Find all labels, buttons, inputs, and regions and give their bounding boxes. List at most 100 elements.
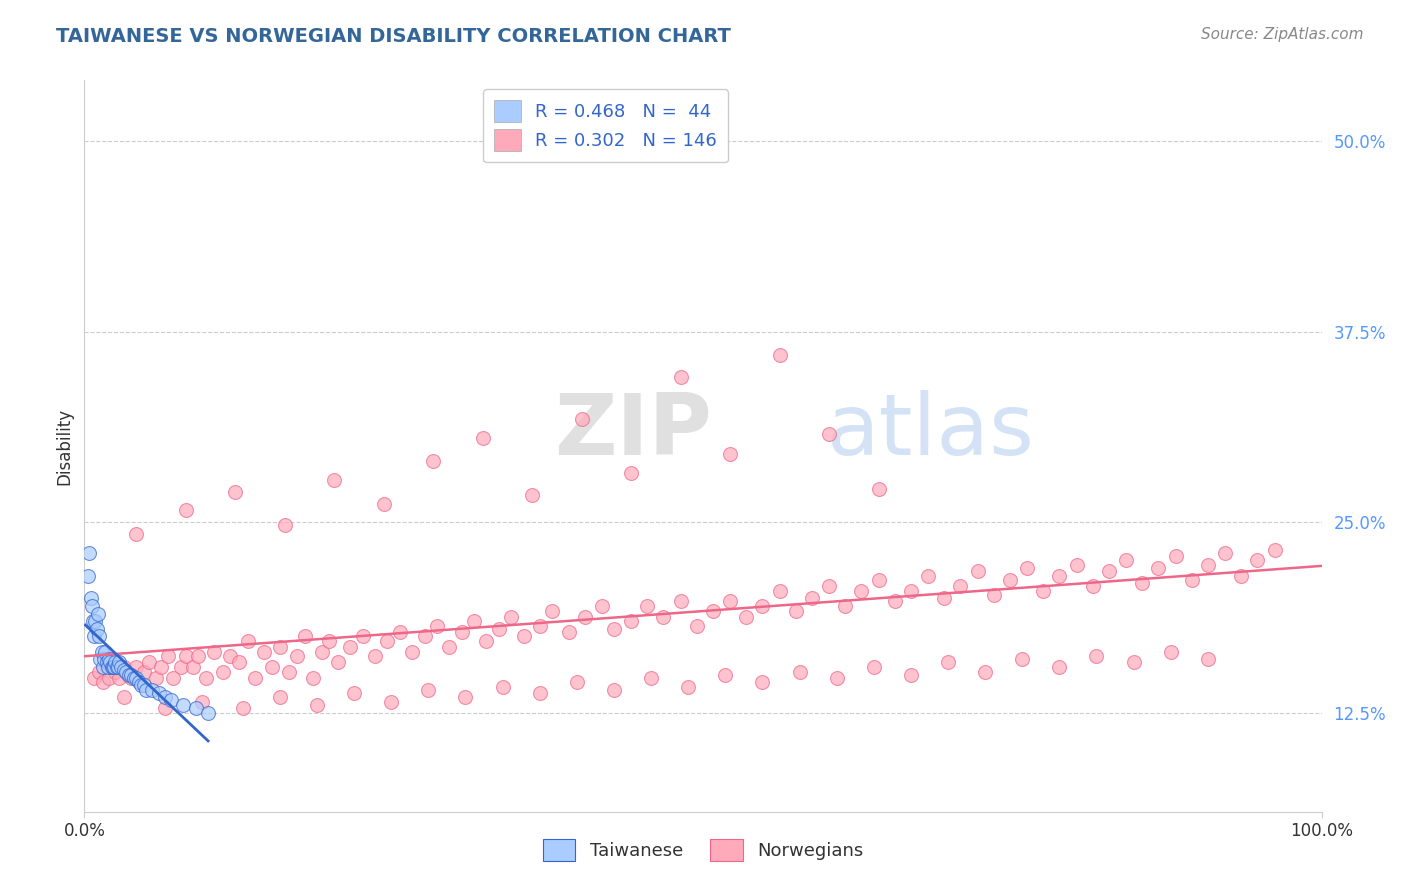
Point [789,665,811,679]
Point [83,671,105,685]
Point [488,622,510,636]
Point [883,594,905,608]
Point [603,622,626,636]
Point [422,454,444,468]
Point [900,583,922,598]
Point [998,573,1021,587]
Point [172,698,194,712]
Point [529,686,551,700]
Point [620,467,643,481]
Point [184,701,207,715]
Point [100,660,122,674]
Point [1246,553,1268,567]
Point [751,599,773,613]
Point [162,671,184,685]
Point [129,678,152,692]
Point [115,665,138,679]
Point [269,640,291,655]
Point [294,630,316,644]
Point [702,603,724,617]
Point [571,411,593,425]
Point [529,619,551,633]
Point [120,671,142,685]
Point [100,660,122,674]
Point [1130,576,1153,591]
Point [1066,558,1088,572]
Text: Source: ZipAtlas.com: Source: ZipAtlas.com [1201,27,1364,42]
Point [491,680,513,694]
Point [98,652,121,666]
Point [311,645,333,659]
Point [620,614,643,628]
Point [103,660,125,674]
Point [141,682,163,697]
Point [108,656,131,670]
Point [181,660,204,674]
Point [148,686,170,700]
Point [84,614,107,628]
Point [1197,652,1219,666]
Point [851,583,873,598]
Point [125,660,148,674]
Point [439,640,461,655]
Point [97,660,120,674]
Point [274,518,297,533]
Point [232,701,254,715]
Point [591,599,613,613]
Point [277,665,299,679]
Point [1017,561,1039,575]
Point [77,568,100,582]
Point [212,665,235,679]
Point [652,609,675,624]
Point [714,667,737,681]
Point [343,686,366,700]
Point [145,671,167,685]
Point [426,619,449,633]
Point [1160,645,1182,659]
Point [96,656,118,670]
Point [194,671,217,685]
Point [170,660,193,674]
Point [401,645,423,659]
Point [112,663,135,677]
Point [934,591,956,606]
Point [512,630,534,644]
Point [90,645,112,659]
Point [751,675,773,690]
Point [454,690,477,705]
Point [364,649,387,664]
Point [1098,564,1121,578]
Point [769,583,792,598]
Point [1264,542,1286,557]
Point [125,527,148,541]
Point [91,660,114,674]
Point [108,671,131,685]
Point [983,588,1005,602]
Point [191,695,214,709]
Point [377,634,399,648]
Point [94,645,117,659]
Point [120,667,142,681]
Point [132,678,155,692]
Point [96,660,118,674]
Point [669,370,692,384]
Point [475,634,498,648]
Point [1115,553,1137,567]
Point [640,671,662,685]
Point [1147,561,1170,575]
Text: TAIWANESE VS NORWEGIAN DISABILITY CORRELATION CHART: TAIWANESE VS NORWEGIAN DISABILITY CORREL… [56,27,731,45]
Point [769,348,792,362]
Point [79,591,101,606]
Point [110,660,132,674]
Point [735,609,758,624]
Point [574,609,596,624]
Point [825,671,848,685]
Point [949,579,972,593]
Point [413,630,436,644]
Point [98,671,121,685]
Point [718,447,741,461]
Point [98,656,121,670]
Point [118,667,141,681]
Point [418,682,440,697]
Point [318,634,340,648]
